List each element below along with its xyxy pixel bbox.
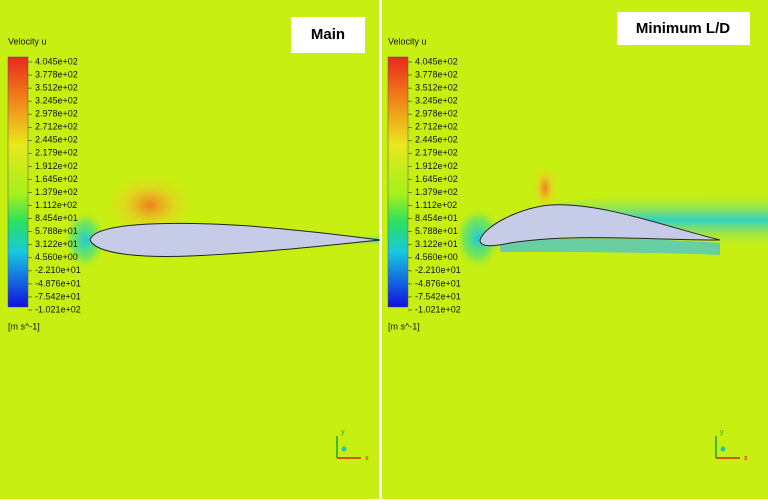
legend-label: 3.512e+02 (415, 82, 458, 92)
panel-min-ld: Minimum L/D (382, 0, 768, 499)
colorbar (7, 56, 29, 308)
legend-label: 3.778e+02 (35, 69, 78, 79)
legend-label: 2.445e+02 (415, 135, 458, 145)
legend-label: 3.245e+02 (35, 96, 78, 106)
field (454, 206, 502, 270)
legend-label: 5.788e+01 (415, 226, 458, 236)
wake (500, 238, 720, 255)
legend-label: 4.045e+02 (35, 56, 78, 66)
legend-label: 1.379e+02 (415, 187, 458, 197)
field (63, 210, 107, 270)
legend-title: Velocity u (388, 36, 427, 46)
legend-label: 1.112e+02 (415, 200, 457, 210)
axis-x-label: x (365, 455, 369, 462)
legend-label: 2.179e+02 (415, 148, 458, 158)
axis-z (720, 446, 726, 452)
legend-label: 1.645e+02 (415, 174, 458, 184)
panel-title: Minimum L/D (636, 20, 730, 37)
legend-label: 2.445e+02 (35, 135, 78, 145)
panel-title: Main (311, 26, 345, 43)
legend-label: 3.245e+02 (415, 96, 458, 106)
axis-y-label: y (341, 429, 345, 436)
legend-label: 5.788e+01 (35, 226, 78, 236)
legend-label: 4.560e+00 (415, 252, 458, 262)
legend-unit: [m s^-1] (8, 321, 40, 331)
legend-label: 2.978e+02 (415, 109, 458, 119)
legend-label: 8.454e+01 (35, 213, 78, 223)
legend-label: 1.645e+02 (35, 174, 78, 184)
legend-label: -4.876e+01 (415, 278, 461, 288)
legend-label: 3.122e+01 (415, 239, 458, 249)
legend-label: 1.912e+02 (35, 161, 78, 171)
axis-x-label: x (744, 455, 748, 462)
legend-label: 2.712e+02 (35, 122, 78, 132)
legend-label: -4.876e+01 (35, 278, 81, 288)
legend-label: 3.778e+02 (415, 69, 458, 79)
legend-label: 8.454e+01 (415, 213, 458, 223)
airfoil (479, 204, 721, 247)
legend-label: 2.978e+02 (35, 109, 78, 119)
legend-label: 3.122e+01 (35, 239, 78, 249)
title-box (291, 17, 365, 53)
legend-label: -2.210e+01 (35, 265, 81, 275)
legend-label: 2.712e+02 (415, 122, 458, 132)
field (100, 170, 200, 240)
legend-label: 3.512e+02 (35, 82, 78, 92)
panel-main: Main (0, 0, 381, 499)
legend-title: Velocity u (8, 36, 47, 46)
legend-label: -7.542e+01 (415, 291, 461, 301)
legend-label: 1.379e+02 (35, 187, 78, 197)
legend-label: -1.021e+02 (415, 304, 461, 314)
legend-label: 1.912e+02 (415, 161, 458, 171)
legend-label: 1.112e+02 (35, 200, 77, 210)
legend-label: -7.542e+01 (35, 291, 81, 301)
legend-label: -2.210e+01 (415, 265, 461, 275)
title-box (617, 12, 750, 45)
legend-label: 4.045e+02 (415, 56, 458, 66)
legend-label: 4.560e+00 (35, 252, 78, 262)
wake (550, 190, 768, 250)
legend-unit: [m s^-1] (388, 321, 420, 331)
airfoil (89, 222, 381, 257)
axis-z (341, 446, 347, 452)
colorbar (387, 56, 409, 308)
legend-label: -1.021e+02 (35, 304, 81, 314)
field (531, 162, 559, 214)
axis-y-label: y (720, 429, 724, 436)
legend-label: 2.179e+02 (35, 148, 78, 158)
